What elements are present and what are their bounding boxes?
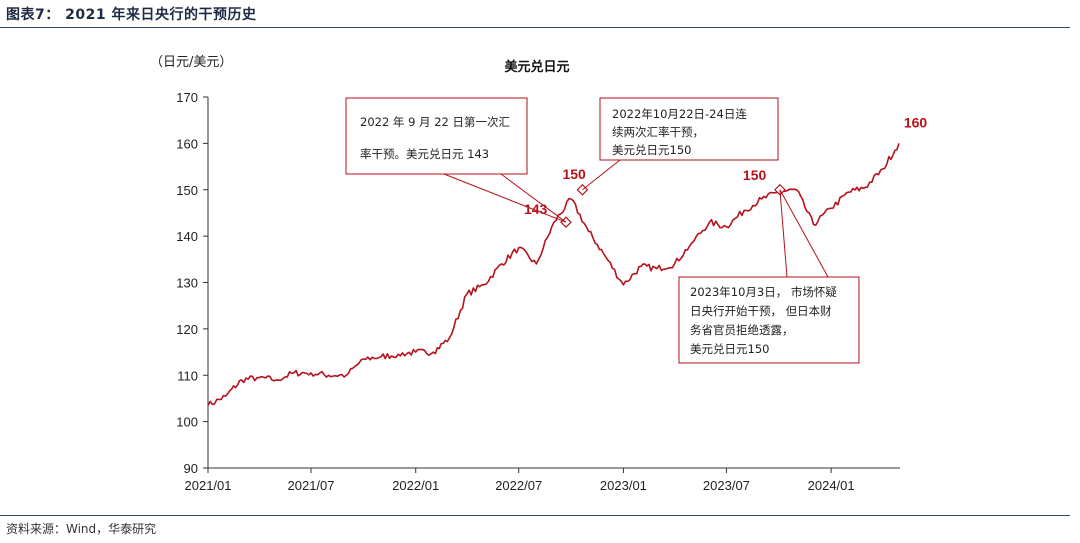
- x-tick-label: 2022/07: [495, 478, 542, 493]
- y-tick-label: 120: [176, 322, 198, 337]
- usd-jpy-chart: 美元兑日元 （日元/美元） 90 100 110 120 130 140 150 160 170…: [150, 55, 928, 493]
- value-label: 150: [743, 167, 767, 183]
- source-note: 资料来源：Wind，华泰研究: [6, 522, 157, 536]
- callout-text: 2023年10月3日， 市场怀疑: [690, 285, 837, 299]
- callout-box: [599, 97, 779, 161]
- y-tick-label: 110: [177, 368, 198, 383]
- figure-title: 图表7： 2021 年来日央行的干预历史: [6, 7, 257, 23]
- y-tick-label: 150: [176, 183, 198, 198]
- callout-text: 美元兑日元150: [612, 143, 691, 157]
- callout-text: 务省官员拒绝透露，: [690, 323, 794, 337]
- callout-leader: [779, 189, 788, 278]
- x-tick-label: 2022/01: [392, 478, 439, 493]
- value-label: 150: [562, 166, 586, 182]
- top-rule: [0, 27, 1070, 28]
- value-label: 143: [524, 201, 548, 217]
- y-tick-label: 140: [176, 229, 198, 244]
- x-tick-label: 2021/01: [185, 478, 232, 493]
- value-label: 160: [904, 114, 928, 130]
- callout-leader: [582, 159, 621, 191]
- usd-jpy-line: [207, 143, 900, 406]
- callout-text: 日央行开始干预， 但日本财: [690, 304, 832, 318]
- x-tick-label: 2023/01: [600, 478, 647, 493]
- x-tick-label: 2021/07: [288, 478, 335, 493]
- callout-leader: [779, 189, 829, 278]
- bottom-rule: [0, 515, 1070, 516]
- y-tick-label: 130: [176, 276, 198, 291]
- y-tick-label: 160: [176, 136, 198, 151]
- callout-box: [345, 97, 528, 175]
- callout-text: 2022 年 9 月 22 日第一次汇: [360, 115, 510, 129]
- callout-text: 续两次汇率干预，: [612, 125, 704, 139]
- y-tick-label: 90: [184, 461, 198, 476]
- x-tick-label: 2024/01: [808, 478, 855, 493]
- callout-text: 率干预。美元兑日元 143: [360, 147, 489, 161]
- y-axis-unit-label: （日元/美元）: [150, 55, 232, 70]
- chart-title: 美元兑日元: [504, 59, 569, 75]
- callout-box: [678, 276, 860, 364]
- x-tick-label: 2023/07: [703, 478, 750, 493]
- y-axis-ticks: 90 100 110 120 130 140 150 160 170: [176, 90, 208, 476]
- callout-leader: [500, 173, 567, 223]
- y-tick-label: 170: [176, 90, 198, 105]
- y-tick-label: 100: [176, 415, 198, 430]
- callout-leader: [443, 173, 567, 223]
- x-axis-ticks: 2021/01 2021/07 2022/01 2022/07 2023/01 2023/…: [185, 468, 855, 493]
- callout-text: 美元兑日元150: [690, 342, 769, 356]
- callout-text: 2022年10月22日-24日连: [612, 107, 747, 121]
